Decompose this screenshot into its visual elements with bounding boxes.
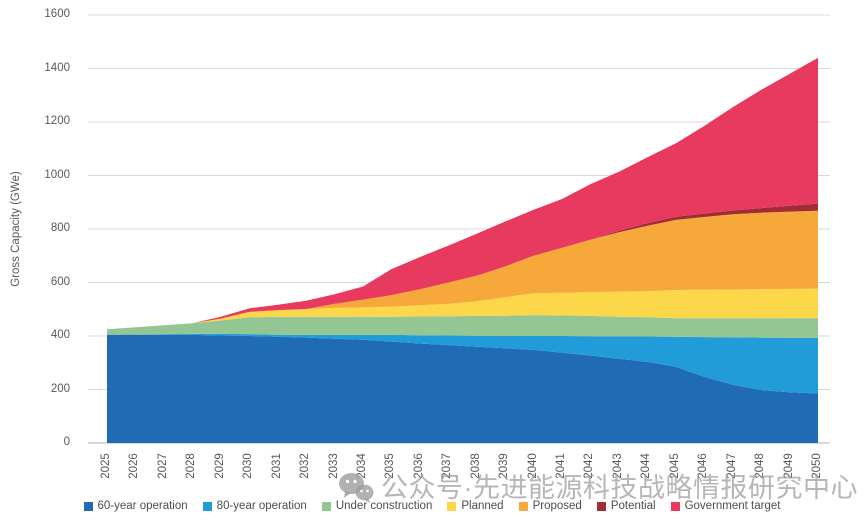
x-tick-label: 2035 <box>384 453 397 479</box>
x-tick-label: 2047 <box>725 453 738 479</box>
legend-label: Planned <box>461 500 504 512</box>
y-tick-label: 1000 <box>44 168 70 181</box>
x-tick-label: 2048 <box>754 453 767 479</box>
legend-label: Potential <box>610 500 656 512</box>
x-tick-label: 2043 <box>611 453 624 479</box>
y-tick-label: 1600 <box>44 8 70 20</box>
legend-swatch <box>321 501 331 511</box>
x-tick-label: 2040 <box>526 453 539 479</box>
x-tick-label: 2029 <box>213 453 226 479</box>
x-tick-label: 2036 <box>412 453 425 479</box>
x-tick-label: 2046 <box>697 453 710 479</box>
legend-swatch <box>518 501 528 511</box>
legend-swatch <box>447 501 457 511</box>
x-tick-label: 2030 <box>242 453 255 479</box>
area-proposed <box>107 210 818 330</box>
x-tick-label: 2033 <box>327 453 340 479</box>
area-government-target <box>107 57 818 330</box>
area-80-year-operation <box>107 333 818 394</box>
legend-swatch <box>670 501 680 511</box>
x-tick-label: 2050 <box>811 453 823 479</box>
x-tick-label: 2041 <box>555 453 568 479</box>
y-tick-label: 0 <box>63 436 70 448</box>
legend-item-80-year-operation: 80-year operation <box>202 500 307 512</box>
legend-swatch <box>202 501 212 511</box>
area-planned <box>107 288 818 330</box>
y-tick-label: 800 <box>50 222 70 234</box>
legend-item-proposed: Proposed <box>518 500 582 512</box>
x-tick-label: 2037 <box>441 453 454 479</box>
x-tick-label: 2025 <box>100 453 112 479</box>
x-tick-label: 2026 <box>128 453 141 479</box>
legend-item-potential: Potential <box>596 500 656 512</box>
x-tick-label: 2045 <box>668 453 681 479</box>
x-tick-label: 2049 <box>782 453 795 479</box>
y-axis-title: Gross Capacity (GWe) <box>10 171 22 287</box>
y-tick-label: 1200 <box>44 115 70 127</box>
legend-label: Proposed <box>532 500 582 512</box>
x-tick-label: 2031 <box>270 453 283 479</box>
x-tick-label: 2042 <box>583 453 596 479</box>
legend-swatch <box>83 501 93 511</box>
legend-item-under-construction: Under construction <box>321 500 433 512</box>
legend-item-planned: Planned <box>447 500 504 512</box>
x-tick-label: 2027 <box>156 453 169 479</box>
legend-label: 80-year operation <box>216 500 307 512</box>
y-tick-label: 1400 <box>44 61 70 74</box>
legend-label: Under construction <box>335 500 433 512</box>
legend-label: 60-year operation <box>97 500 188 512</box>
legend-item-60-year-operation: 60-year operation <box>83 500 188 512</box>
x-tick-label: 2032 <box>299 453 312 479</box>
legend-item-government-target: Government target <box>670 500 781 512</box>
x-tick-label: 2038 <box>469 453 482 479</box>
x-tick-label: 2044 <box>640 453 653 479</box>
x-tick-label: 2039 <box>498 453 511 479</box>
y-tick-label: 200 <box>50 382 70 395</box>
y-tick-label: 600 <box>50 275 70 288</box>
x-tick-label: 2034 <box>355 453 368 479</box>
area-60-year-operation <box>107 334 818 443</box>
y-tick-label: 400 <box>50 329 70 341</box>
area-under-construction <box>107 315 818 338</box>
legend-swatch <box>596 501 606 511</box>
legend-label: Government target <box>684 500 781 512</box>
x-tick-label: 2028 <box>185 453 198 479</box>
chart-legend: 60-year operation 80-year operation Under … <box>0 497 864 515</box>
